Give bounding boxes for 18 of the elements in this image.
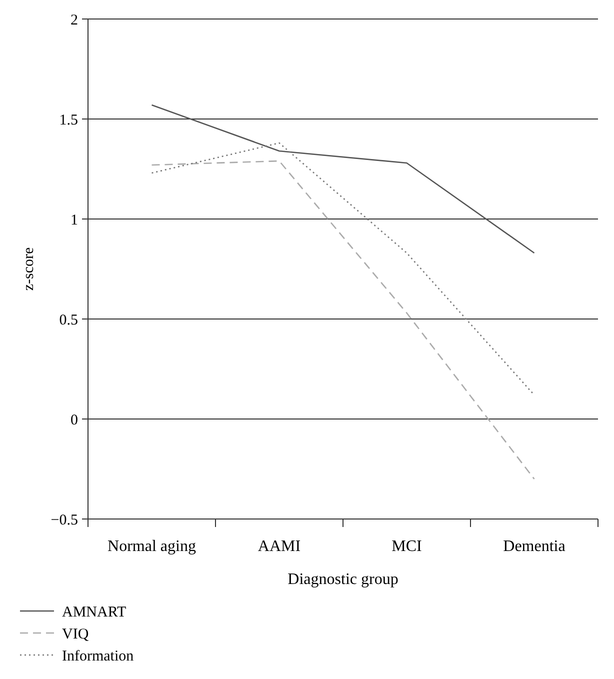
y-axis-title: z-score bbox=[21, 247, 37, 291]
line-series bbox=[151, 142, 535, 396]
line-series bbox=[151, 160, 535, 480]
legend-label: Information bbox=[62, 648, 134, 664]
legend-label: VIQ bbox=[62, 626, 89, 642]
y-tick-label: 2 bbox=[70, 12, 78, 28]
y-tick-label: 1 bbox=[70, 212, 78, 228]
x-tick-label: MCI bbox=[392, 538, 422, 555]
line-series bbox=[151, 104, 535, 254]
x-tick-label: Dementia bbox=[503, 538, 566, 555]
y-tick-label: 1.5 bbox=[59, 112, 78, 128]
x-tick-label: Normal aging bbox=[108, 538, 196, 555]
x-axis-title: Diagnostic group bbox=[288, 571, 398, 588]
x-tick-label: AAMI bbox=[258, 538, 301, 555]
y-tick-label: 0.5 bbox=[59, 312, 78, 328]
y-tick-label: −0.5 bbox=[50, 512, 78, 528]
legend-label: AMNART bbox=[62, 604, 126, 620]
y-tick-label: 0 bbox=[70, 412, 78, 428]
